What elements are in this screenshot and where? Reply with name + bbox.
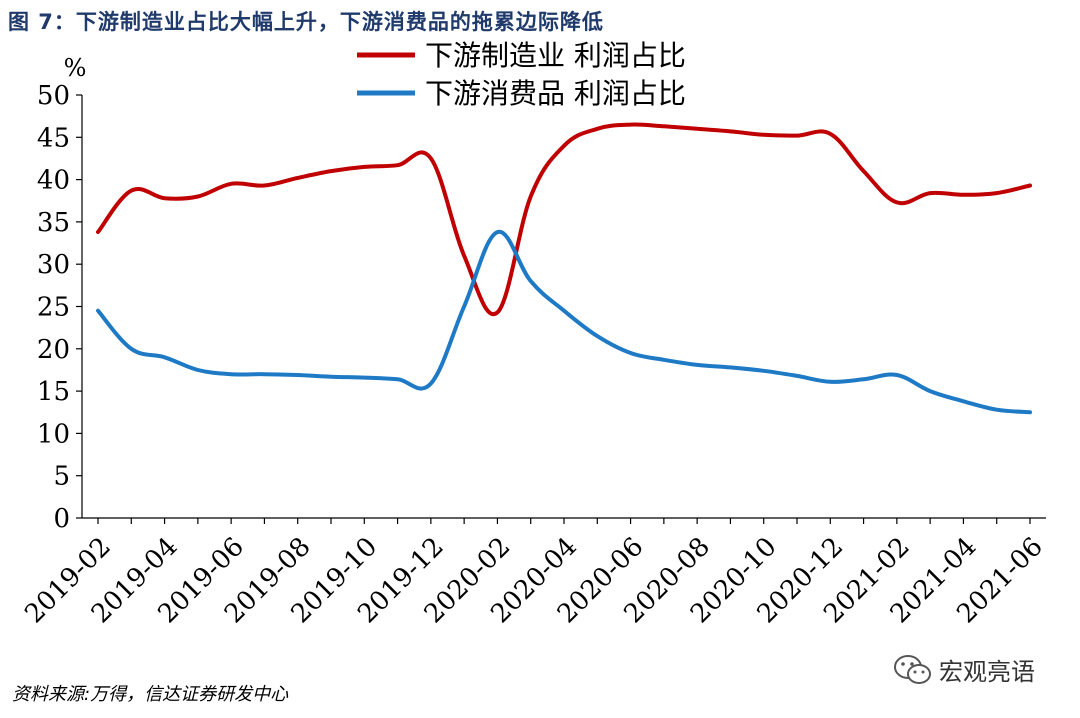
y-tick-label: 50 [37,81,70,111]
watermark-text: 宏观亮语 [939,658,1035,686]
y-tick-label: 0 [53,504,70,534]
y-axis: 0 5 10 15 20 25 30 35 40 45 50 [37,81,83,534]
y-tick-label: 10 [37,419,70,449]
legend-label-0: 下游制造业 利润占比 [425,39,686,72]
wechat-icon [894,654,931,684]
page-title: 图 7：下游制造业占比大幅上升，下游消费品的拖累边际降低 [8,10,604,34]
legend-label-1: 下游消费品 利润占比 [425,77,686,110]
y-tick-label: 15 [37,377,70,407]
series-line-0 [96,122,1032,317]
y-tick-label: 30 [37,250,70,280]
source-note: 资料来源:万得，信达证券研发中心 [12,684,289,705]
y-axis-unit-label: % [64,54,87,82]
y-tick-label: 40 [37,166,70,196]
x-axis: 2019-022019-042019-062019-082019-102019-… [19,517,1049,629]
y-tick-label: 25 [37,293,70,323]
chart-series [96,122,1032,415]
y-tick-label: 45 [37,123,70,153]
y-tick-label: 20 [37,335,70,365]
series-line-1 [96,230,1032,415]
y-tick-label: 35 [37,208,70,238]
watermark: 宏观亮语 [893,652,1035,687]
y-tick-label: 5 [53,462,70,492]
